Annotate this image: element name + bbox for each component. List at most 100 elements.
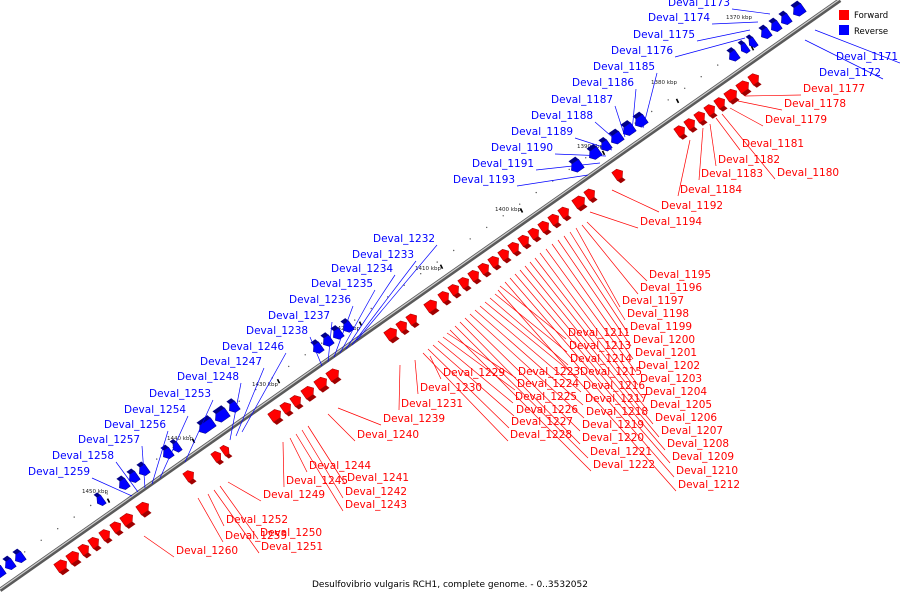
reverse-gene-label[interactable]: Deval_1172	[819, 67, 881, 79]
reverse-gene-label[interactable]: Deval_1186	[572, 77, 634, 89]
forward-gene-label[interactable]: Deval_1215	[580, 366, 642, 378]
forward-gene-label[interactable]: Deval_1226	[516, 404, 578, 416]
reverse-gene-label[interactable]: Deval_1173	[668, 0, 730, 9]
reverse-gene-label[interactable]: Deval_1191	[472, 158, 534, 170]
forward-gene-label[interactable]: Deval_1219	[582, 419, 644, 431]
forward-gene-label[interactable]: Deval_1197	[622, 295, 684, 307]
forward-gene-label[interactable]: Deval_1184	[680, 184, 742, 196]
reverse-gene-label[interactable]: Deval_1193	[453, 174, 515, 186]
forward-gene-label[interactable]: Deval_1201	[635, 347, 697, 359]
forward-gene-label[interactable]: Deval_1195	[649, 269, 711, 281]
leader-line	[594, 121, 619, 143]
forward-gene-label[interactable]: Deval_1221	[590, 446, 652, 458]
forward-gene-label[interactable]: Deval_1178	[784, 98, 846, 110]
forward-gene-label[interactable]: Deval_1218	[586, 406, 648, 418]
forward-gene-label[interactable]: Deval_1202	[638, 360, 700, 372]
forward-gene-label[interactable]: Deval_1210	[676, 465, 738, 477]
forward-gene-label[interactable]: Deval_1205	[650, 399, 712, 411]
forward-gene-label[interactable]: Deval_1182	[718, 154, 780, 166]
genome-backbone	[0, 0, 842, 592]
forward-gene-label[interactable]: Deval_1181	[742, 138, 804, 150]
reverse-gene-label[interactable]: Deval_1176	[611, 45, 673, 57]
forward-gene-label[interactable]: Deval_1203	[640, 373, 702, 385]
forward-gene-label[interactable]: Deval_1251	[261, 541, 323, 553]
forward-gene-block	[313, 376, 330, 393]
reverse-gene-label[interactable]: Deval_1246	[222, 341, 284, 353]
forward-gene-label[interactable]: Deval_1216	[583, 380, 645, 392]
forward-gene-label[interactable]: Deval_1207	[661, 425, 723, 437]
forward-gene-label[interactable]: Deval_1198	[627, 308, 689, 320]
forward-gene-label[interactable]: Deval_1220	[582, 432, 644, 444]
reverse-gene-label[interactable]: Deval_1189	[511, 126, 573, 138]
forward-gene-label[interactable]: Deval_1239	[383, 413, 445, 425]
gene-labels: Deval_1171 Deval_1172 Deval_1173 Deval_1174…	[28, 0, 898, 557]
reverse-gene-label[interactable]: Deval_1259	[28, 466, 90, 478]
reverse-gene-label[interactable]: Deval_1238	[246, 325, 308, 337]
reverse-gene-label[interactable]: Deval_1257	[78, 434, 140, 446]
reverse-gene-block	[0, 562, 7, 580]
forward-gene-label[interactable]: Deval_1224	[517, 378, 579, 390]
forward-gene-label[interactable]: Deval_1227	[511, 416, 573, 428]
forward-gene-label[interactable]: Deval_1245	[286, 475, 348, 487]
reverse-gene-label[interactable]: Deval_1234	[331, 263, 393, 275]
forward-gene-label[interactable]: Deval_1231	[401, 398, 463, 410]
forward-gene-label[interactable]: Deval_1177	[803, 83, 865, 95]
reverse-gene-label[interactable]: Deval_1256	[104, 419, 166, 431]
forward-gene-label[interactable]: Deval_1229	[443, 367, 505, 379]
forward-gene-label[interactable]: Deval_1208	[667, 438, 729, 450]
forward-gene-label[interactable]: Deval_1242	[345, 486, 407, 498]
forward-gene-label[interactable]: Deval_1206	[655, 412, 717, 424]
forward-gene-label[interactable]: Deval_1217	[585, 393, 647, 405]
forward-gene-label[interactable]: Deval_1260	[176, 545, 238, 557]
reverse-gene-label[interactable]: Deval_1185	[593, 61, 655, 73]
forward-gene-label[interactable]: Deval_1241	[347, 472, 409, 484]
reverse-gene-label[interactable]: Deval_1237	[268, 310, 330, 322]
reverse-gene-label[interactable]: Deval_1187	[551, 94, 613, 106]
forward-gene-label[interactable]: Deval_1240	[357, 429, 419, 441]
reverse-gene-label[interactable]: Deval_1236	[289, 294, 351, 306]
forward-gene-label[interactable]: Deval_1213	[569, 340, 631, 352]
reverse-gene-label[interactable]: Deval_1253	[149, 388, 211, 400]
reverse-gene-block	[778, 10, 793, 25]
forward-gene-label[interactable]: Deval_1230	[420, 382, 482, 394]
forward-gene-label[interactable]: Deval_1243	[345, 499, 407, 511]
forward-gene-label[interactable]: Deval_1223	[518, 366, 580, 378]
reverse-gene-label[interactable]: Deval_1258	[52, 450, 114, 462]
reverse-gene-label[interactable]: Deval_1254	[124, 404, 186, 416]
forward-gene-label[interactable]: Deval_1180	[777, 167, 839, 179]
forward-gene-label[interactable]: Deval_1252	[226, 514, 288, 526]
reverse-gene-label[interactable]: Deval_1175	[633, 29, 695, 41]
forward-gene-label[interactable]: Deval_1183	[701, 168, 763, 180]
forward-gene-label[interactable]: Deval_1179	[765, 114, 827, 126]
forward-gene-label[interactable]: Deval_1214	[570, 353, 632, 365]
forward-gene-label[interactable]: Deval_1194	[640, 216, 702, 228]
forward-gene-label[interactable]: Deval_1244	[309, 460, 371, 472]
reverse-gene-label[interactable]: Deval_1235	[311, 278, 373, 290]
reverse-gene-label[interactable]: Deval_1188	[531, 110, 593, 122]
forward-gene-label[interactable]: Deval_1211	[568, 327, 630, 339]
scale-dot	[370, 307, 372, 310]
forward-gene-label[interactable]: Deval_1212	[678, 479, 740, 491]
forward-gene-label[interactable]: Deval_1225	[515, 391, 577, 403]
forward-gene-label[interactable]: Deval_1228	[510, 429, 572, 441]
forward-gene-block	[735, 80, 752, 97]
reverse-gene-label[interactable]: Deval_1247	[200, 356, 262, 368]
forward-gene-label[interactable]: Deval_1209	[672, 451, 734, 463]
reverse-gene-label[interactable]: Deval_1190	[491, 142, 553, 154]
reverse-gene-label[interactable]: Deval_1233	[352, 249, 414, 261]
reverse-gene-label[interactable]: Deval_1171	[836, 51, 898, 63]
reverse-gene-label[interactable]: Deval_1174	[648, 12, 710, 24]
reverse-gene-label[interactable]: Deval_1232	[373, 233, 435, 245]
forward-gene-label[interactable]: Deval_1204	[645, 386, 707, 398]
reverse-gene-label[interactable]: Deval_1248	[177, 371, 239, 383]
forward-gene-label[interactable]: Deval_1250	[260, 527, 322, 539]
forward-gene-label[interactable]: Deval_1196	[640, 282, 702, 294]
forward-gene-label[interactable]: Deval_1200	[633, 334, 695, 346]
forward-gene-label[interactable]: Deval_1199	[630, 321, 692, 333]
leader-line	[499, 285, 567, 340]
forward-gene-label[interactable]: Deval_1222	[593, 459, 655, 471]
forward-gene-label[interactable]: Deval_1192	[661, 200, 723, 212]
forward-gene-label[interactable]: Deval_1249	[263, 489, 325, 501]
forward-gene-label[interactable]: Deval_1255	[225, 530, 287, 542]
leader-line	[227, 481, 262, 502]
